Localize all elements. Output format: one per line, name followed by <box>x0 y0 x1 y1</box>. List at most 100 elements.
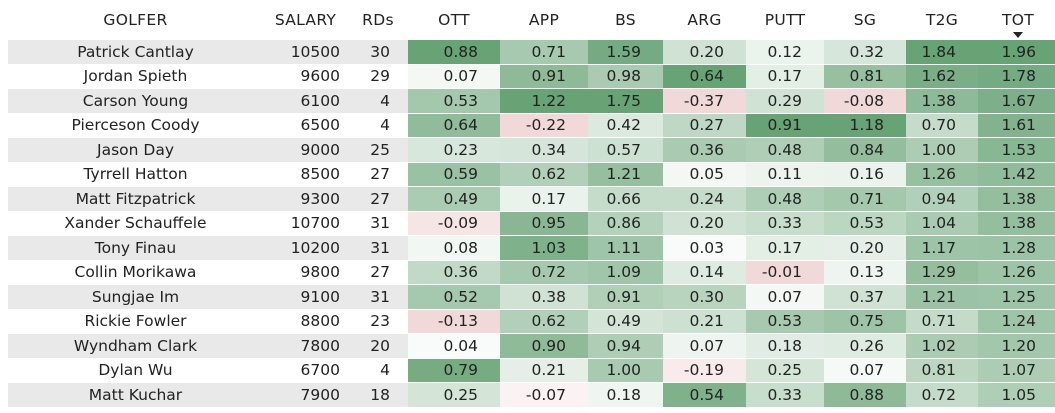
cell-arg: 0.20 <box>663 211 746 236</box>
cell-tot: 1.28 <box>978 235 1055 260</box>
column-header-golfer[interactable]: GOLFER <box>103 11 168 29</box>
cell-salary: 10200 <box>263 235 348 260</box>
cell-ott: 0.79 <box>408 358 500 383</box>
table-row[interactable]: Matt Kuchar 7900 18 0.25 -0.07 0.18 0.54 0.33 0.… <box>8 382 1055 407</box>
cell-arg: 0.36 <box>663 137 746 162</box>
column-header-app[interactable]: APP <box>528 11 560 29</box>
cell-bs: 0.66 <box>588 186 663 211</box>
cell-sg: 0.71 <box>824 186 906 211</box>
cell-salary: 7800 <box>263 333 348 358</box>
column-header-putt[interactable]: PUTT <box>764 11 806 29</box>
cell-sg: 0.81 <box>824 64 906 89</box>
cell-t2g: 1.62 <box>906 64 978 89</box>
cell-arg: -0.37 <box>663 88 746 113</box>
cell-bs: 0.49 <box>588 309 663 334</box>
table-row[interactable]: Tyrrell Hatton 8500 27 0.59 0.62 1.21 0.05 0.11… <box>8 162 1055 187</box>
table-row[interactable]: Carson Young 6100 4 0.53 1.22 1.75 -0.37 0.29 -0… <box>8 88 1055 113</box>
cell-arg: 0.05 <box>663 162 746 187</box>
cell-app: 0.95 <box>500 211 588 236</box>
sort-descending-icon <box>1013 32 1023 38</box>
cell-putt: 0.17 <box>746 64 824 89</box>
cell-t2g: 1.04 <box>906 211 978 236</box>
cell-tot: 1.20 <box>978 333 1055 358</box>
table-row[interactable]: Collin Morikawa 9800 27 0.36 0.72 1.09 0.14 -0.… <box>8 260 1055 285</box>
cell-t2g: 0.81 <box>906 358 978 383</box>
cell-t2g: 1.38 <box>906 88 978 113</box>
cell-bs: 1.21 <box>588 162 663 187</box>
cell-t2g: 1.21 <box>906 284 978 309</box>
cell-golfer: Collin Morikawa <box>8 260 263 285</box>
table-row[interactable]: Rickie Fowler 8800 23 -0.13 0.62 0.49 0.21 0.53… <box>8 309 1055 334</box>
column-header-ott[interactable]: OTT <box>438 11 470 29</box>
column-header-sg[interactable]: SG <box>853 11 877 29</box>
cell-sg: 0.75 <box>824 309 906 334</box>
cell-ott: -0.09 <box>408 211 500 236</box>
cell-bs: 0.98 <box>588 64 663 89</box>
cell-app: 0.38 <box>500 284 588 309</box>
cell-app: 0.17 <box>500 186 588 211</box>
cell-rds: 30 <box>348 40 408 64</box>
cell-bs: 1.09 <box>588 260 663 285</box>
cell-rds: 4 <box>348 358 408 383</box>
column-header-arg[interactable]: ARG <box>687 11 722 29</box>
cell-putt: 0.48 <box>746 186 824 211</box>
cell-sg: 0.07 <box>824 358 906 383</box>
cell-tot: 1.78 <box>978 64 1055 89</box>
cell-salary: 9600 <box>263 64 348 89</box>
cell-golfer: Carson Young <box>8 88 263 113</box>
cell-salary: 10700 <box>263 211 348 236</box>
cell-putt: 0.33 <box>746 382 824 407</box>
cell-putt: 0.29 <box>746 88 824 113</box>
column-header-salary[interactable]: SALARY <box>274 11 337 29</box>
cell-salary: 9800 <box>263 260 348 285</box>
cell-rds: 4 <box>348 88 408 113</box>
cell-t2g: 1.84 <box>906 40 978 64</box>
cell-salary: 6500 <box>263 113 348 138</box>
table-row[interactable]: Wyndham Clark 7800 20 0.04 0.90 0.94 0.07 0.18 0… <box>8 333 1055 358</box>
column-header-rds[interactable]: RDs <box>362 11 394 29</box>
cell-sg: 0.53 <box>824 211 906 236</box>
cell-t2g: 0.72 <box>906 382 978 407</box>
table-row[interactable]: Dylan Wu 6700 4 0.79 0.21 1.00 -0.19 0.25 0.07 0.… <box>8 358 1055 383</box>
cell-tot: 1.05 <box>978 382 1055 407</box>
cell-bs: 0.18 <box>588 382 663 407</box>
cell-ott: 0.64 <box>408 113 500 138</box>
cell-salary: 9100 <box>263 284 348 309</box>
cell-bs: 0.86 <box>588 211 663 236</box>
column-header-tot-label: TOT <box>1001 11 1035 29</box>
table-row[interactable]: Tony Finau 10200 31 0.08 1.03 1.11 0.03 0.17 0.2… <box>8 235 1055 260</box>
cell-golfer: Xander Schauffele <box>8 211 263 236</box>
cell-rds: 23 <box>348 309 408 334</box>
cell-t2g: 0.94 <box>906 186 978 211</box>
cell-ott: 0.53 <box>408 88 500 113</box>
cell-golfer: Rickie Fowler <box>8 309 263 334</box>
cell-putt: -0.01 <box>746 260 824 285</box>
cell-golfer: Matt Kuchar <box>8 382 263 407</box>
cell-sg: 0.16 <box>824 162 906 187</box>
cell-ott: 0.07 <box>408 64 500 89</box>
column-header-t2g[interactable]: T2G <box>925 11 959 29</box>
cell-arg: 0.54 <box>663 382 746 407</box>
cell-app: 0.62 <box>500 309 588 334</box>
cell-sg: 0.13 <box>824 260 906 285</box>
cell-bs: 0.94 <box>588 333 663 358</box>
cell-sg: 0.84 <box>824 137 906 162</box>
table-row[interactable]: Xander Schauffele 10700 31 -0.09 0.95 0.86 0.2… <box>8 211 1055 236</box>
cell-salary: 8800 <box>263 309 348 334</box>
cell-ott: -0.13 <box>408 309 500 334</box>
cell-rds: 31 <box>348 235 408 260</box>
column-header-tot[interactable]: TOT <box>978 0 1055 40</box>
cell-bs: 0.42 <box>588 113 663 138</box>
table-row[interactable]: Jason Day 9000 25 0.23 0.34 0.57 0.36 0.48 0.84 1… <box>8 137 1055 162</box>
table-row[interactable]: Patrick Cantlay 10500 30 0.88 0.71 1.59 0.20 0.… <box>8 40 1055 64</box>
column-header-bs[interactable]: BS <box>615 11 636 29</box>
cell-app: 1.22 <box>500 88 588 113</box>
cell-app: -0.22 <box>500 113 588 138</box>
table-row[interactable]: Sungjae Im 9100 31 0.52 0.38 0.91 0.30 0.07 0.37… <box>8 284 1055 309</box>
cell-arg: 0.64 <box>663 64 746 89</box>
table-row[interactable]: Matt Fitzpatrick 9300 27 0.49 0.17 0.66 0.24 0.… <box>8 186 1055 211</box>
table-row[interactable]: Pierceson Coody 6500 4 0.64 -0.22 0.42 0.27 0.9… <box>8 113 1055 138</box>
cell-t2g: 0.70 <box>906 113 978 138</box>
table-row[interactable]: Jordan Spieth 9600 29 0.07 0.91 0.98 0.64 0.17 0… <box>8 64 1055 89</box>
cell-golfer: Pierceson Coody <box>8 113 263 138</box>
